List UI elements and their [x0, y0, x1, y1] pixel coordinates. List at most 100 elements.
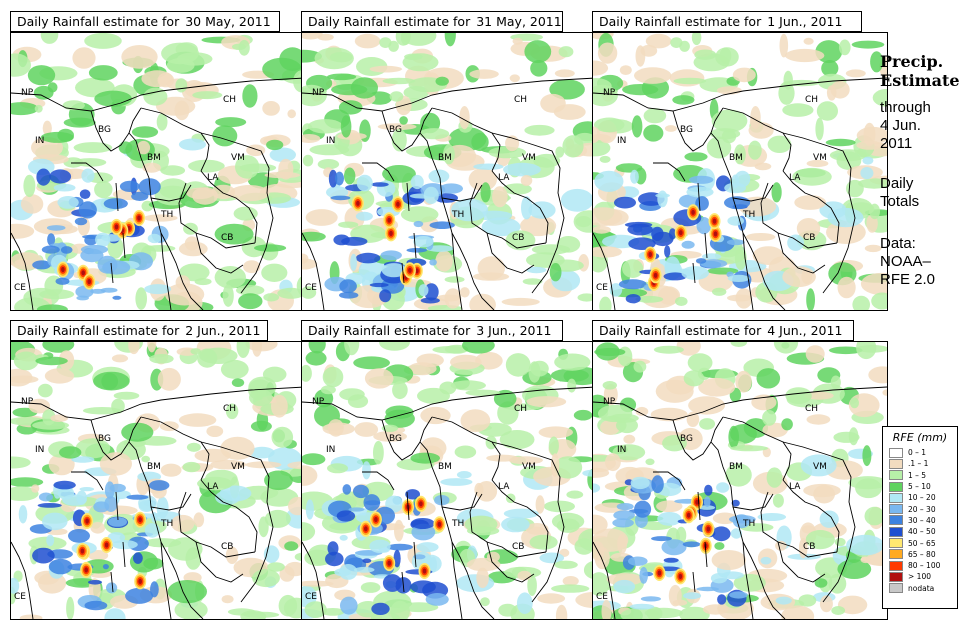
- rain-patch: [84, 33, 122, 49]
- rain-patch: [444, 276, 465, 283]
- country-label-np: NP: [603, 88, 616, 98]
- rain-patch: [800, 454, 837, 477]
- rain-patch: [779, 33, 789, 58]
- rain-patch-heavy: [79, 189, 91, 199]
- rain-patch: [805, 345, 825, 363]
- rain-patch: [707, 267, 739, 275]
- rain-patch: [347, 394, 369, 408]
- rain-patch: [302, 465, 318, 486]
- rain-patch: [227, 608, 256, 616]
- rain-patch: [562, 135, 584, 158]
- panel-title: Daily Rainfall estimate for 30 May, 2011: [10, 11, 280, 32]
- rain-patch: [460, 409, 491, 433]
- rain-patch-heavy: [103, 198, 128, 210]
- rain-patch: [499, 430, 535, 450]
- rain-patch: [104, 608, 126, 619]
- rain-patch: [36, 304, 68, 310]
- rain-patch: [331, 84, 368, 96]
- rain-patch-heavy: [724, 182, 746, 194]
- rain-patch: [501, 297, 540, 306]
- country-label-ch: CH: [223, 404, 237, 414]
- rain-patch-heavy: [342, 484, 352, 495]
- rain-patch: [284, 561, 305, 577]
- rain-patch: [730, 342, 748, 347]
- rain-patch: [634, 67, 672, 84]
- rain-patch: [531, 244, 571, 255]
- rain-patch: [194, 278, 212, 286]
- rain-patch: [694, 49, 717, 60]
- rain-patch-heavy: [350, 253, 357, 271]
- rain-patch: [31, 484, 40, 493]
- panel-title: Daily Rainfall estimate for 31 May, 2011: [301, 11, 563, 32]
- country-label-bg: BG: [680, 125, 693, 135]
- rain-patch-heavy: [150, 581, 159, 598]
- rain-patch: [11, 375, 39, 384]
- rain-patch: [762, 422, 788, 438]
- country-border: [381, 416, 433, 461]
- rain-patch: [730, 445, 769, 452]
- rain-patch: [236, 285, 265, 296]
- rain-patch: [264, 171, 301, 179]
- rain-patch: [327, 463, 348, 474]
- legend-swatch: [889, 481, 903, 492]
- rain-patch: [798, 538, 808, 559]
- rain-patch-heavy: [149, 480, 170, 491]
- rain-patch: [550, 368, 589, 383]
- rain-patch: [99, 452, 132, 476]
- rain-patch: [221, 595, 234, 604]
- rain-patch: [50, 414, 68, 422]
- rain-patch: [485, 435, 497, 450]
- rain-patch: [846, 179, 864, 198]
- country-label-ce: CE: [14, 592, 26, 602]
- rain-patch-heavy: [330, 195, 351, 201]
- rain-patch: [62, 100, 85, 111]
- rain-patch: [450, 380, 486, 391]
- rain-patch-heavy: [131, 191, 149, 201]
- rain-patch: [184, 236, 199, 251]
- rain-patch: [402, 53, 439, 72]
- rain-patch: [326, 186, 349, 199]
- rain-patch: [302, 134, 321, 143]
- country-label-th: TH: [161, 210, 174, 220]
- rain-patch: [444, 288, 462, 309]
- rainfall-map: NP CH IN BG BM VM LA TH CB CE: [10, 341, 306, 620]
- rain-patch: [803, 483, 841, 498]
- rain-patch: [517, 570, 532, 581]
- rain-patch: [828, 346, 863, 355]
- rain-core: [653, 272, 658, 278]
- country-border: [11, 386, 305, 421]
- rain-patch: [111, 398, 125, 414]
- panel-title-text: Daily Rainfall estimate for: [308, 14, 471, 29]
- rain-patch: [337, 132, 367, 140]
- rain-patch: [733, 574, 766, 592]
- rain-patch: [566, 490, 584, 499]
- legend-label: 20 – 30: [908, 504, 936, 514]
- country-border: [653, 471, 686, 491]
- rain-patch: [554, 69, 575, 78]
- rain-patch-heavy: [698, 505, 716, 510]
- rain-patch: [492, 186, 508, 208]
- rain-patch-heavy: [126, 494, 149, 500]
- rain-patch: [305, 209, 338, 226]
- country-label-la: LA: [789, 173, 801, 183]
- rain-patch-heavy: [36, 168, 51, 186]
- rain-patch: [623, 434, 636, 444]
- rain-patch: [164, 283, 205, 306]
- rain-patch-heavy: [612, 518, 634, 528]
- rain-patch: [215, 117, 247, 128]
- panel-date: 2 Jun., 2011: [185, 323, 261, 338]
- rain-patch: [322, 366, 344, 388]
- country-border: [362, 162, 395, 182]
- rain-patch: [645, 33, 672, 49]
- rain-patch-heavy: [355, 252, 381, 264]
- rain-patch: [264, 509, 291, 528]
- rain-core: [85, 518, 89, 524]
- rain-patch: [369, 65, 402, 73]
- legend-swatch: [889, 538, 903, 549]
- rain-patch: [606, 573, 643, 586]
- rain-patch: [577, 293, 596, 302]
- rain-patch: [451, 198, 489, 222]
- rain-patch: [601, 599, 612, 619]
- country-label-vm: VM: [231, 462, 245, 472]
